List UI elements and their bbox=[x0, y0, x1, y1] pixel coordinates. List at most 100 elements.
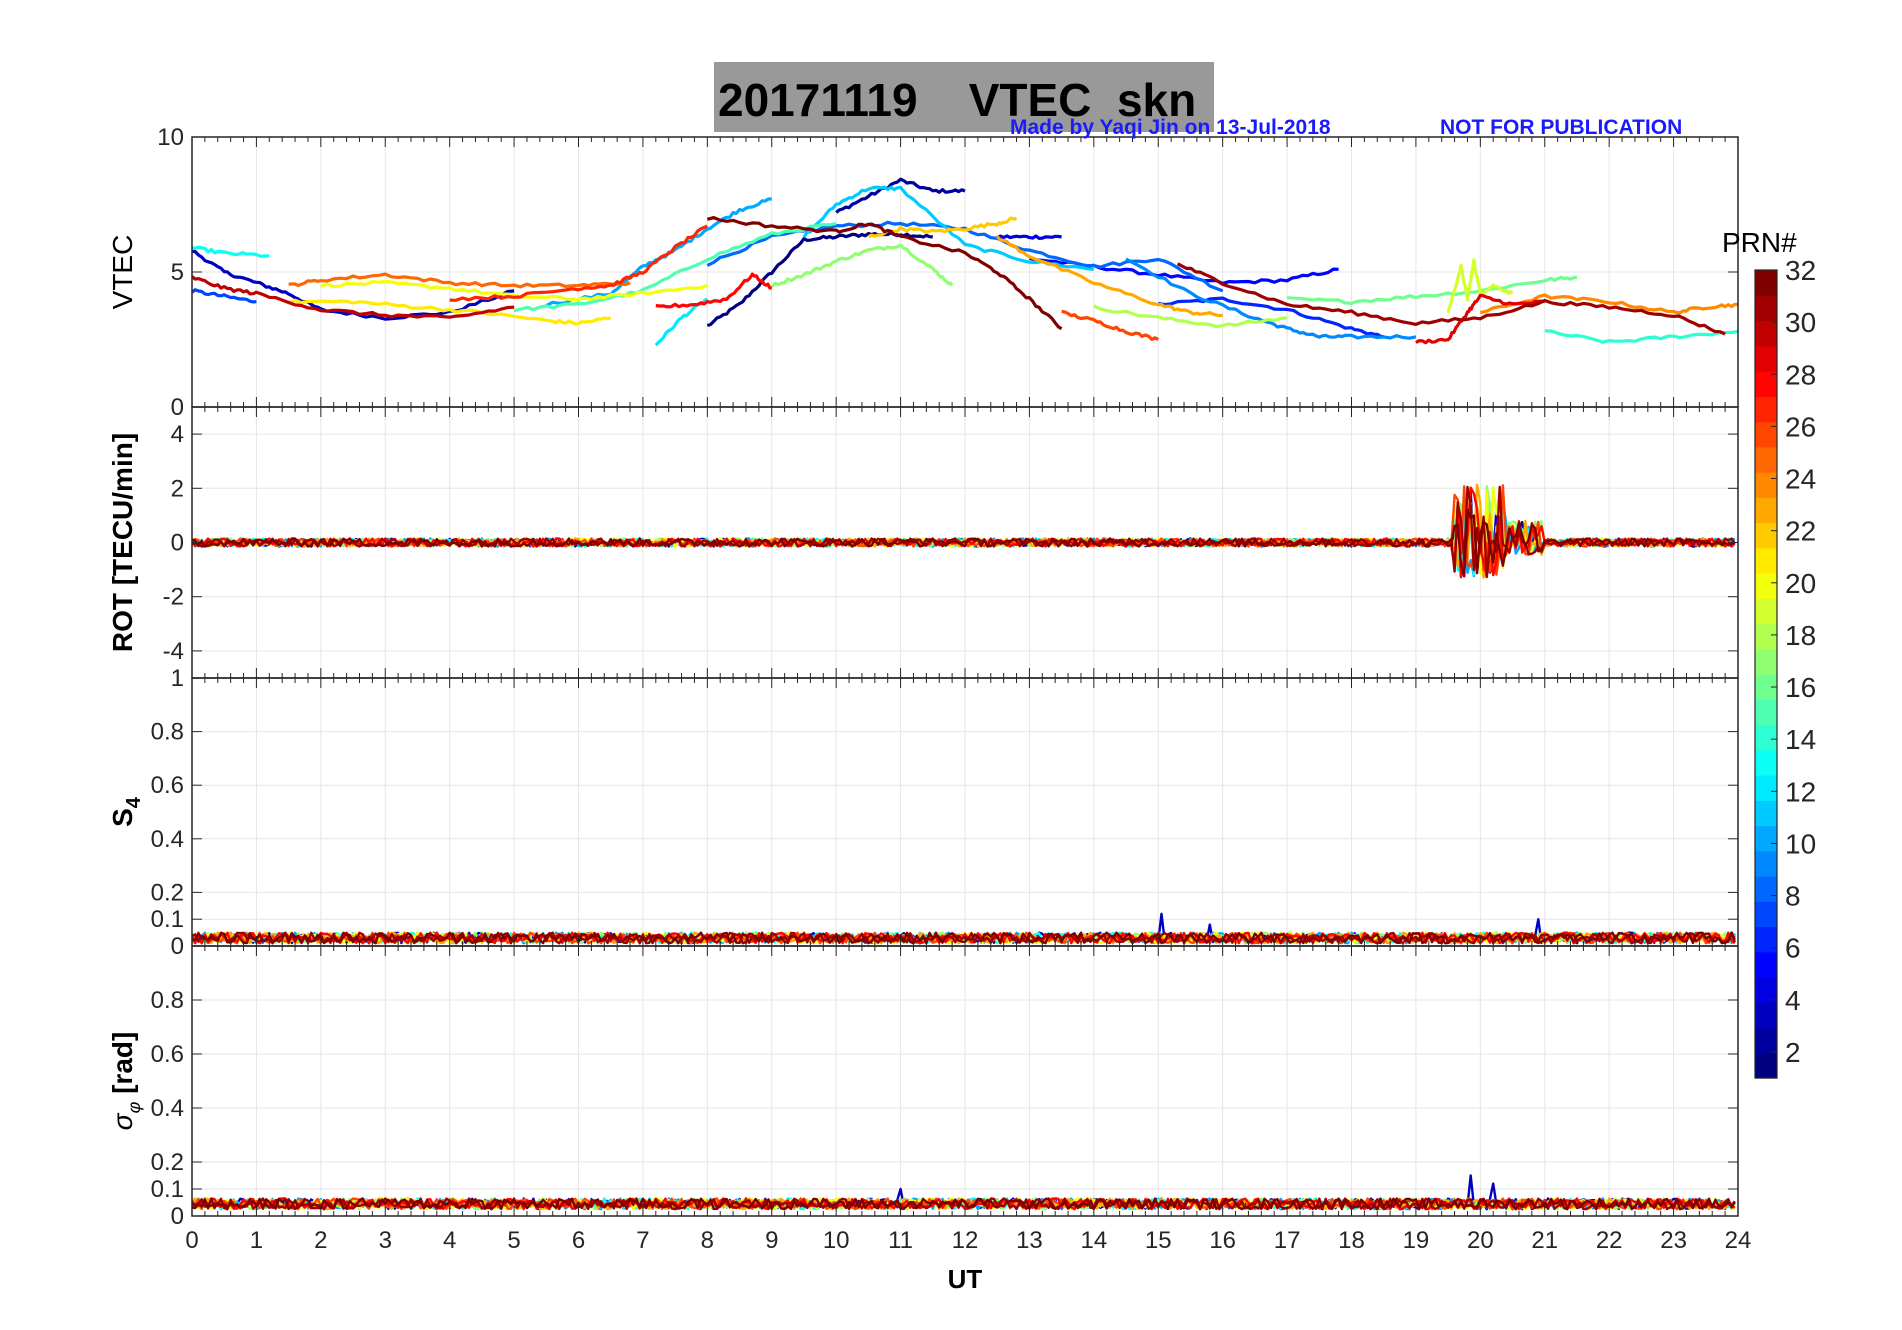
y-tick-label: 10 bbox=[157, 124, 184, 151]
y-tick-label: 4 bbox=[171, 421, 184, 448]
colorbar-segment bbox=[1755, 547, 1777, 574]
colorbar-segment bbox=[1755, 749, 1777, 776]
y-tick-labels: 0 5 10 bbox=[157, 124, 184, 421]
colorbar-tick-label: 22 bbox=[1785, 516, 1816, 547]
colorbar-segment bbox=[1755, 850, 1777, 877]
series-prn-27 bbox=[449, 224, 708, 302]
series-prn-4 bbox=[996, 234, 1062, 240]
colorbar-segment bbox=[1755, 800, 1777, 827]
x-tick-label: 7 bbox=[636, 1227, 649, 1254]
colorbar-segment bbox=[1755, 396, 1777, 423]
panel-sigma_phi: 00.10.2 0.4 0.6 0.8 σφ [rad] bbox=[107, 945, 1739, 1230]
data-layer bbox=[192, 177, 1738, 347]
grid bbox=[191, 407, 1739, 678]
colorbar-segment bbox=[1755, 446, 1777, 473]
grid bbox=[191, 136, 1739, 408]
trace-prn-32 bbox=[192, 1197, 1736, 1211]
x-tick-label: 23 bbox=[1660, 1227, 1687, 1254]
y-axis-label: VTEC bbox=[107, 235, 138, 310]
colorbar-tick-label: 12 bbox=[1785, 776, 1816, 807]
y-tick-label: 0.8 bbox=[151, 987, 184, 1014]
y-tick-label: 0.6 bbox=[151, 1041, 184, 1068]
series-prn-25 bbox=[288, 272, 631, 289]
colorbar-segment bbox=[1755, 371, 1777, 397]
series-prn-24 bbox=[1479, 293, 1738, 315]
series-prn-26 bbox=[1061, 309, 1160, 341]
y-tick-label: 1 bbox=[171, 665, 184, 692]
colorbar-tick-label: 16 bbox=[1785, 672, 1816, 703]
colorbar-segment bbox=[1755, 623, 1777, 650]
x-tick-label: 22 bbox=[1596, 1227, 1623, 1254]
y-tick-label: 5 bbox=[171, 259, 184, 286]
x-tick-label: 9 bbox=[765, 1227, 778, 1254]
series-prn-32 bbox=[706, 216, 1063, 331]
x-tick-label: 18 bbox=[1338, 1227, 1365, 1254]
x-tick-label: 21 bbox=[1531, 1227, 1558, 1254]
y-tick-label: 0.2 bbox=[151, 1149, 184, 1176]
colorbar-segment bbox=[1755, 421, 1777, 448]
x-ticks bbox=[191, 407, 1739, 678]
colorbar-frame bbox=[1754, 269, 1778, 1079]
y-axis-label: ROT [TECU/min] bbox=[107, 433, 138, 652]
x-axis-label: UT bbox=[948, 1264, 983, 1294]
y-label-unit: [rad] bbox=[107, 1032, 138, 1102]
x-tick-label: 1 bbox=[250, 1227, 263, 1254]
colorbar-tick-label: 10 bbox=[1785, 828, 1816, 859]
y-tick-label: 0 bbox=[171, 394, 184, 421]
colorbar-segment bbox=[1755, 573, 1777, 599]
y-tick-label: 0.2 bbox=[151, 879, 184, 906]
colorbar-segment bbox=[1755, 674, 1777, 700]
x-tick-label: 17 bbox=[1274, 1227, 1301, 1254]
x-ticks bbox=[191, 946, 1739, 1216]
series-prn-23 bbox=[995, 235, 1223, 318]
y-tick-label: -2 bbox=[163, 584, 184, 611]
title-box bbox=[714, 62, 1214, 132]
series-prn-30 bbox=[192, 275, 515, 319]
x-tick-label: 0 bbox=[185, 1227, 198, 1254]
x-axis: 0 1 2 3 4 5 6 7 8 9 10 11 12 13 14 15 16 17 18 19 20 21 22 23 24… bbox=[185, 1227, 1751, 1294]
colorbar-segment bbox=[1755, 977, 1777, 1003]
y-tick-label: 0.4 bbox=[151, 826, 184, 853]
colorbar-tick-label: 14 bbox=[1785, 724, 1816, 755]
x-tick-label: 20 bbox=[1467, 1227, 1494, 1254]
plot-title: 20171119 VTEC skn bbox=[718, 72, 1196, 128]
credit-text: Made by Yaqi Jin on 13-Jul-2018 bbox=[1010, 116, 1331, 139]
y-tick-labels: 00.10.2 0.4 0.6 0.8 1 bbox=[151, 665, 184, 960]
colorbar-segment bbox=[1755, 951, 1777, 978]
series-prn-2 bbox=[835, 177, 966, 214]
colorbar-tick-label: 4 bbox=[1785, 985, 1801, 1016]
x-tick-label: 6 bbox=[572, 1227, 585, 1254]
colorbar-title: PRN# bbox=[1722, 227, 1797, 258]
y-tick-label: 2 bbox=[171, 475, 184, 502]
grid bbox=[191, 677, 1739, 947]
colorbar-segment bbox=[1755, 1052, 1777, 1079]
trace-prn-32 bbox=[192, 508, 1736, 578]
series-prn-6 bbox=[1158, 296, 1384, 339]
colorbar-segment bbox=[1755, 598, 1777, 625]
colorbar-segment bbox=[1755, 1002, 1777, 1029]
colorbar-segment bbox=[1755, 1027, 1777, 1054]
colorbar-segment bbox=[1755, 825, 1777, 852]
x-tick-label: 15 bbox=[1145, 1227, 1172, 1254]
colorbar-tick-label: 24 bbox=[1785, 464, 1816, 495]
series-prn-9 bbox=[1125, 257, 1417, 340]
title-gap bbox=[918, 74, 969, 126]
watermark-text: NOT FOR PUBLICATION bbox=[1440, 116, 1683, 139]
colorbar-tick-label: 8 bbox=[1785, 881, 1801, 912]
x-tick-label: 2 bbox=[314, 1227, 327, 1254]
y-tick-label: 0.1 bbox=[151, 906, 184, 933]
colorbar-segment bbox=[1755, 320, 1777, 347]
colorbar-segment bbox=[1755, 648, 1777, 675]
colorbar-segment bbox=[1755, 472, 1777, 498]
y-tick-labels: 00.10.2 0.4 0.6 0.8 bbox=[151, 987, 184, 1230]
x-tick-label: 16 bbox=[1209, 1227, 1236, 1254]
y-tick-label: -4 bbox=[163, 638, 184, 665]
colorbar-segment bbox=[1755, 876, 1777, 902]
x-tick-labels: 0 1 2 3 4 5 6 7 8 9 10 11 12 13 14 15 16 17 18 19 20 21 22 23 24 bbox=[185, 1227, 1751, 1254]
y-tick-label: 0.8 bbox=[151, 719, 184, 746]
series-prn-7 bbox=[192, 288, 257, 304]
trace-prn-32 bbox=[192, 931, 1736, 945]
